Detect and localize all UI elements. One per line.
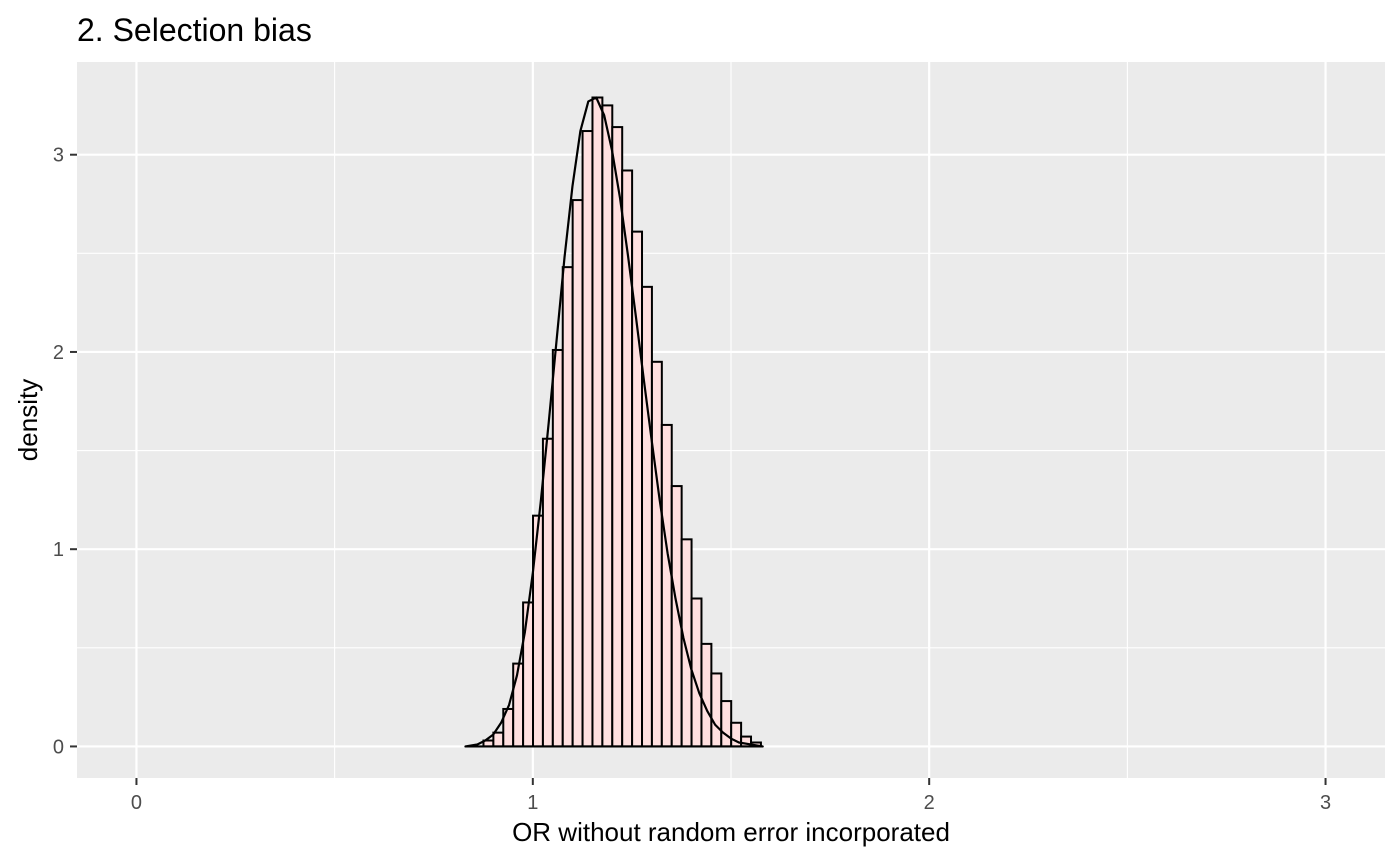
histogram-bar [601, 104, 614, 748]
histogram-bar [641, 285, 653, 748]
minor-gridlines [77, 62, 1385, 778]
histogram-bar [561, 266, 574, 748]
histogram-bar [492, 731, 505, 748]
chart-title: 2. Selection bias [77, 12, 312, 48]
histogram-bar [720, 700, 733, 748]
histogram-bar [700, 642, 713, 748]
x-axis-label: OR without random error incorporated [512, 817, 950, 847]
x-tick-label: 2 [924, 792, 935, 814]
y-tick-label: 0 [53, 736, 64, 758]
histogram-bar [581, 130, 594, 748]
histogram-bar [611, 126, 624, 748]
histogram-bar [551, 348, 564, 748]
y-axis: 0 1 2 3 [53, 145, 77, 758]
x-tick-label: 3 [1320, 792, 1331, 814]
x-tick-label: 0 [131, 792, 142, 814]
y-tick-label: 2 [53, 342, 64, 364]
histogram-bar [512, 662, 525, 748]
x-tick-label: 1 [527, 792, 538, 814]
histogram-bar [660, 423, 673, 748]
histogram-bar [631, 230, 644, 748]
x-axis: 0 1 2 3 [131, 778, 1331, 814]
y-tick-label: 3 [53, 145, 64, 167]
histogram-bar [591, 96, 604, 748]
histogram-bar [680, 538, 693, 748]
histogram-bar [650, 360, 663, 748]
histogram-bar [710, 672, 723, 748]
density-curve [464, 96, 764, 748]
histogram-bars [482, 96, 762, 748]
histogram-bar [571, 199, 584, 748]
y-tick-label: 1 [53, 539, 64, 561]
histogram-bar [541, 437, 554, 748]
y-axis-label: density [13, 379, 43, 461]
histogram-bar [522, 601, 535, 748]
